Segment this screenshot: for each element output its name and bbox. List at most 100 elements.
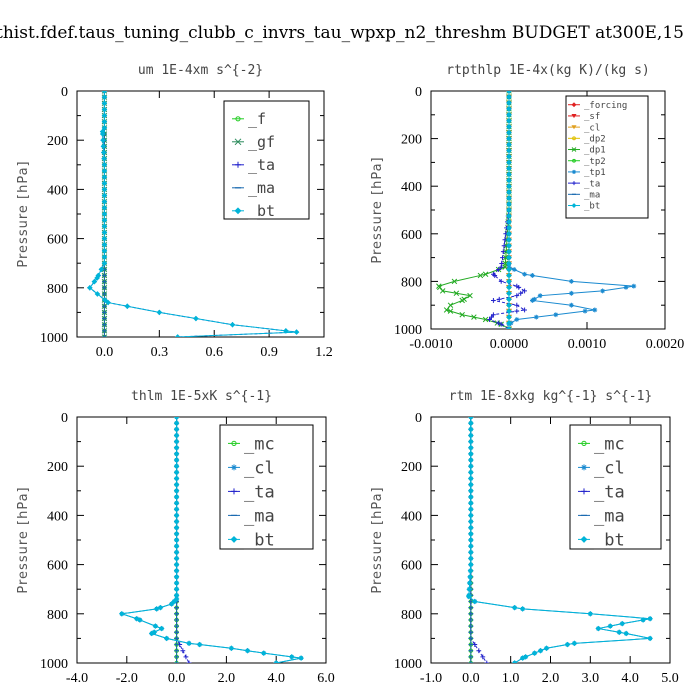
marker-plus	[498, 264, 504, 270]
marker-diamond	[173, 475, 180, 482]
marker-diamond	[173, 549, 180, 556]
marker-diamond	[173, 500, 180, 506]
marker-diamond	[94, 275, 100, 281]
legend-label: _f	[248, 110, 266, 128]
marker-diamond	[94, 291, 101, 297]
marker-diamond	[230, 535, 238, 543]
y-tick-label: 0	[61, 411, 68, 426]
marker-diamond	[466, 586, 473, 593]
marker-plus	[495, 320, 501, 326]
marker-diamond	[506, 111, 512, 118]
marker-circle	[572, 158, 576, 163]
marker-diamond	[118, 610, 125, 617]
marker-diamond	[173, 481, 180, 488]
legend-box	[219, 424, 314, 550]
marker-diamond	[587, 610, 594, 617]
marker-diamond	[468, 420, 474, 426]
marker-diamond	[173, 531, 180, 537]
marker-diamond	[506, 159, 512, 166]
marker-diamond	[506, 100, 512, 106]
x-tick-label: 4.0	[621, 671, 639, 686]
marker-plus	[496, 267, 501, 272]
y-tick-label: 200	[47, 134, 68, 149]
marker-diamond	[173, 417, 180, 420]
x-tick-label: 0.0010	[568, 337, 607, 352]
marker-diamond	[468, 481, 474, 488]
y-tick-label: 0	[61, 85, 68, 100]
series-line-dp1	[437, 91, 510, 329]
marker-diamond	[186, 640, 192, 647]
marker-diamond	[468, 475, 474, 482]
marker-diamond	[506, 165, 512, 172]
marker-x	[459, 297, 465, 304]
legend-label: _bt	[594, 530, 625, 550]
marker-circle	[581, 440, 587, 446]
marker-plus	[235, 161, 241, 168]
marker-diamond	[506, 195, 512, 201]
x-tick-label: 0.0	[96, 345, 114, 360]
legend-label: _forcing	[584, 101, 627, 111]
marker-diamond	[100, 143, 107, 150]
marker-diamond	[506, 320, 512, 326]
marker-x	[482, 316, 489, 323]
panel-title: um 1E-4xm s^{-2}	[138, 63, 263, 78]
legend-label: _bt	[248, 202, 275, 220]
marker-diamond	[467, 574, 473, 580]
marker-diamond	[468, 549, 474, 556]
marker-diamond	[133, 615, 140, 622]
marker-diamond	[519, 606, 526, 612]
marker-diamond	[506, 225, 512, 231]
marker-diamond	[101, 91, 108, 94]
marker-diamond	[101, 217, 108, 223]
marker-diamond	[506, 242, 512, 249]
marker-diamond	[101, 118, 108, 125]
marker-diamond	[173, 469, 180, 476]
marker-diamond	[173, 463, 180, 470]
marker-diamond	[595, 625, 602, 632]
marker-circle	[231, 440, 237, 446]
marker-diamond	[468, 555, 474, 562]
marker-diamond	[101, 192, 108, 199]
x-tick-label: 0.0	[168, 671, 186, 686]
marker-diamond	[468, 512, 474, 519]
marker-x	[453, 290, 460, 297]
y-tick-label: 800	[47, 282, 68, 297]
x-tick-label: -0.0010	[409, 337, 452, 352]
marker-diamond	[506, 266, 512, 273]
marker-diamond	[156, 309, 163, 316]
legend-label: _gf	[248, 133, 275, 151]
marker-diamond	[101, 254, 108, 260]
marker-diamond	[298, 655, 304, 661]
y-axis-label: Pressure [hPa]	[370, 156, 385, 263]
marker-diamond	[173, 524, 180, 531]
marker-star	[582, 308, 588, 314]
marker-plus	[183, 654, 189, 660]
y-tick-label: 1000	[394, 657, 422, 672]
x-tick-label: 0.0000	[490, 337, 529, 352]
legend-label: _ta	[244, 482, 275, 502]
legend-label: _cl	[584, 123, 600, 133]
marker-diamond	[101, 235, 108, 242]
x-tick-label: 5.0	[661, 671, 679, 686]
marker-plus	[500, 249, 506, 255]
chart-panel-4: rtm 1E-8xkg kg^{-1} s^{-1} Pressure [hPa]…	[370, 389, 679, 686]
marker-diamond	[506, 153, 512, 160]
marker-diamond	[647, 635, 653, 642]
legend-label: _sf	[584, 112, 600, 122]
marker-plus	[480, 654, 486, 660]
marker-diamond	[91, 278, 98, 285]
marker-diamond	[640, 617, 646, 623]
y-tick-label: 400	[47, 183, 68, 198]
legend-label: _ta	[594, 482, 625, 502]
marker-star	[511, 267, 517, 272]
marker-diamond	[471, 598, 478, 605]
marker-star	[623, 284, 629, 290]
x-tick-label: 3.0	[582, 671, 600, 686]
marker-diamond	[506, 183, 512, 190]
x-tick-label: 0.9	[260, 345, 278, 360]
marker-diamond	[468, 451, 474, 457]
marker-diamond	[173, 543, 180, 549]
x-tick-label: 0.3	[151, 345, 169, 360]
marker-diamond	[466, 593, 472, 600]
marker-plus	[516, 284, 522, 290]
